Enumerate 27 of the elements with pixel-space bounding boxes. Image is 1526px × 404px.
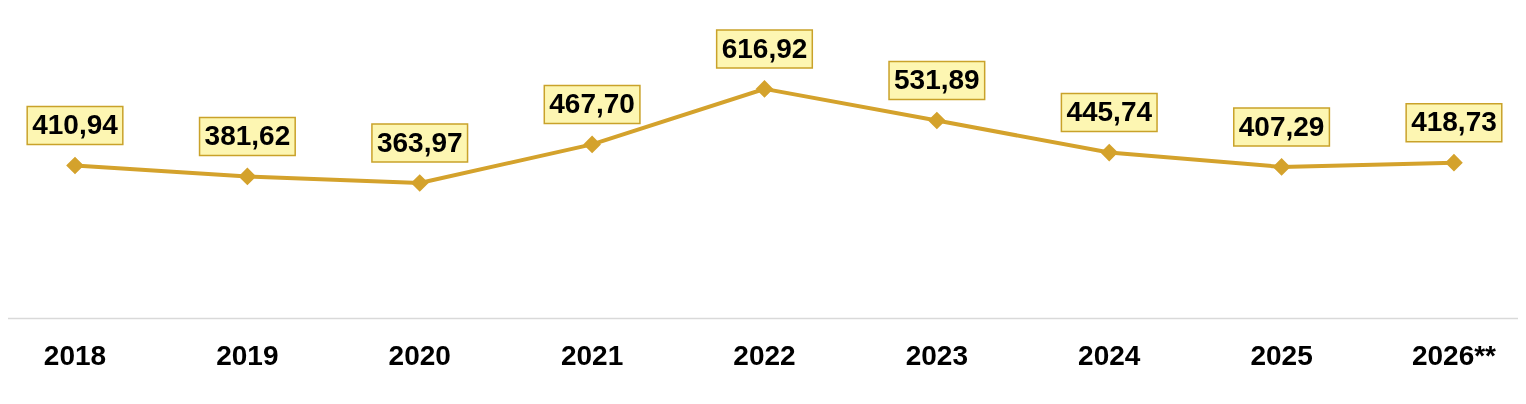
data-label: 418,73 [1411,106,1497,138]
data-label: 445,74 [1066,96,1153,128]
x-tick-label: 2019 [216,339,279,371]
data-label: 531,89 [894,64,980,96]
point [1273,158,1290,175]
data-label: 467,70 [549,88,635,120]
point [756,80,773,97]
x-tick-label: 2024 [1078,339,1141,371]
x-tick-label: 2020 [388,339,451,371]
point [1101,144,1118,161]
data-label: 616,92 [721,32,808,64]
data-label: 381,62 [204,120,291,152]
x-tick-label: 2025 [1250,339,1313,371]
x-tick-label: 2026** [1411,339,1497,371]
x-tick-label: 2023 [905,339,968,371]
point [411,175,428,191]
data-label: 407,29 [1238,110,1325,142]
x-tick-label: 2021 [560,339,624,371]
point [584,136,601,153]
point [67,157,83,174]
data-label: 410,94 [32,109,119,141]
point [928,112,945,129]
point [239,168,256,185]
x-tick-label: 2018 [43,339,107,371]
data-label: 363,97 [376,126,463,158]
point [1445,154,1462,171]
x-tick-label: 2022 [733,339,796,371]
